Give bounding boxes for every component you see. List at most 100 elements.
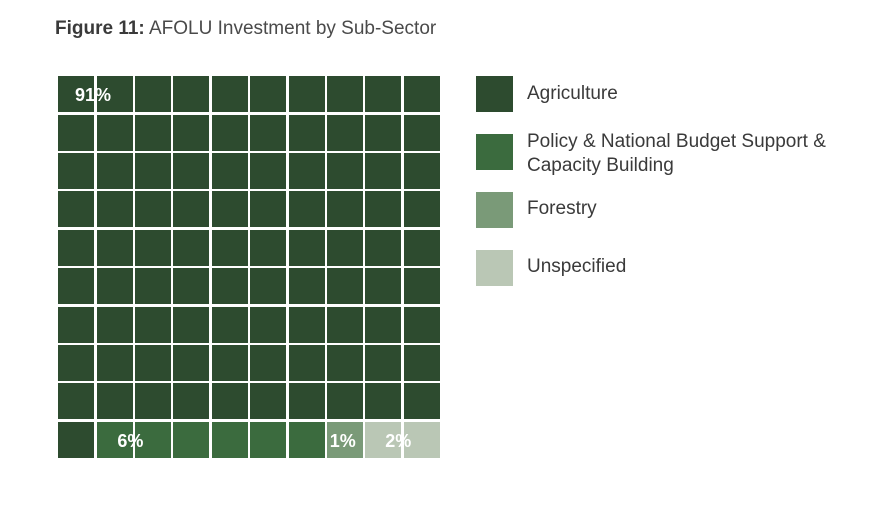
waffle-cell-agriculture bbox=[403, 153, 440, 189]
waffle-cell-agriculture bbox=[327, 76, 363, 113]
waffle-cell-agriculture bbox=[403, 268, 440, 305]
waffle-cell-agriculture bbox=[58, 383, 95, 420]
waffle-cell-agriculture bbox=[403, 114, 440, 151]
waffle-cell-agriculture bbox=[96, 191, 133, 228]
waffle-chart: 91% 6% 1% 2% bbox=[57, 75, 441, 459]
waffle-cell-agriculture bbox=[58, 76, 95, 113]
waffle-cell-agriculture bbox=[173, 268, 210, 305]
waffle-cell-agriculture bbox=[250, 268, 287, 305]
waffle-cell-agriculture bbox=[250, 153, 287, 189]
legend-swatch-agriculture bbox=[476, 76, 513, 112]
waffle-label-agriculture: 91% bbox=[75, 85, 112, 105]
waffle-cell-agriculture bbox=[173, 191, 210, 228]
waffle-cell-policy bbox=[135, 421, 171, 458]
waffle-cell-agriculture bbox=[173, 306, 210, 343]
waffle-cell-agriculture bbox=[211, 306, 248, 343]
waffle-cell-agriculture bbox=[288, 76, 325, 113]
legend-swatch-unspecified bbox=[476, 250, 513, 286]
waffle-cell-agriculture bbox=[58, 229, 95, 266]
waffle-cell-agriculture bbox=[96, 153, 133, 189]
waffle-cell-policy bbox=[211, 421, 248, 458]
waffle-cell-agriculture bbox=[327, 345, 363, 381]
waffle-cell-agriculture bbox=[96, 268, 133, 305]
waffle-cell-agriculture bbox=[58, 191, 95, 228]
waffle-cell-agriculture bbox=[135, 268, 171, 305]
waffle-cell-agriculture bbox=[173, 383, 210, 420]
waffle-label-forestry: 1% bbox=[329, 430, 356, 451]
waffle-cell-agriculture bbox=[135, 306, 171, 343]
waffle-cell-agriculture bbox=[327, 229, 363, 266]
waffle-cell-agriculture bbox=[96, 345, 133, 381]
waffle-cell-agriculture bbox=[250, 114, 287, 151]
waffle-cell-agriculture bbox=[135, 114, 171, 151]
waffle-cell-agriculture bbox=[288, 383, 325, 420]
waffle-cell-agriculture bbox=[365, 153, 402, 189]
legend-label-policy: Policy & National Budget Support & Capac… bbox=[527, 131, 826, 176]
waffle-cell-agriculture bbox=[135, 76, 171, 113]
waffle-cell-policy bbox=[96, 421, 133, 458]
legend-label-forestry: Forestry bbox=[527, 198, 597, 219]
waffle-cell-agriculture bbox=[135, 153, 171, 189]
waffle-cell-agriculture bbox=[173, 153, 210, 189]
legend-swatch-forestry bbox=[476, 192, 513, 228]
waffle-cell-agriculture bbox=[288, 114, 325, 151]
waffle-cell-agriculture bbox=[211, 153, 248, 189]
waffle-cell-agriculture bbox=[365, 76, 402, 113]
waffle-cell-agriculture bbox=[58, 153, 95, 189]
waffle-cell-agriculture bbox=[96, 229, 133, 266]
waffle-cell-policy bbox=[173, 421, 210, 458]
waffle-cell-agriculture bbox=[250, 229, 287, 266]
waffle-cell-policy bbox=[288, 421, 325, 458]
waffle-cell-agriculture bbox=[288, 191, 325, 228]
waffle-label-unspecified: 2% bbox=[385, 430, 412, 451]
waffle-cell-agriculture bbox=[58, 345, 95, 381]
waffle-cell-agriculture bbox=[403, 229, 440, 266]
figure-title-text: AFOLU Investment by Sub-Sector bbox=[148, 18, 437, 39]
waffle-cell-agriculture bbox=[58, 306, 95, 343]
waffle-cell-agriculture bbox=[403, 191, 440, 228]
waffle-cell-agriculture bbox=[365, 306, 402, 343]
waffle-label-policy: 6% bbox=[117, 430, 144, 451]
waffle-cell-agriculture bbox=[327, 114, 363, 151]
waffle-cell-agriculture bbox=[173, 76, 210, 113]
waffle-cell-agriculture bbox=[211, 345, 248, 381]
waffle-cell-agriculture bbox=[403, 383, 440, 420]
legend-swatch-policy bbox=[476, 134, 513, 170]
waffle-cell-agriculture bbox=[327, 306, 363, 343]
waffle-cell-agriculture bbox=[58, 268, 95, 305]
waffle-cell-agriculture bbox=[365, 383, 402, 420]
waffle-cell-agriculture bbox=[135, 191, 171, 228]
waffle-cell-agriculture bbox=[135, 345, 171, 381]
waffle-cell-agriculture bbox=[135, 383, 171, 420]
waffle-cell-agriculture bbox=[250, 306, 287, 343]
waffle-cell-agriculture bbox=[250, 191, 287, 228]
waffle-cell-agriculture bbox=[250, 383, 287, 420]
waffle-cell-agriculture bbox=[96, 76, 133, 113]
waffle-cell-agriculture bbox=[173, 114, 210, 151]
waffle-cell-agriculture bbox=[288, 345, 325, 381]
waffle-cell-agriculture bbox=[58, 114, 95, 151]
waffle-cell-unspecified bbox=[403, 421, 440, 458]
waffle-cell-agriculture bbox=[288, 229, 325, 266]
waffle-cell-agriculture bbox=[403, 345, 440, 381]
waffle-cell-policy bbox=[250, 421, 287, 458]
waffle-cell-agriculture bbox=[288, 268, 325, 305]
waffle-cell-agriculture bbox=[365, 268, 402, 305]
waffle-cell-agriculture bbox=[288, 306, 325, 343]
waffle-cell-agriculture bbox=[365, 191, 402, 228]
waffle-cell-agriculture bbox=[327, 191, 363, 228]
figure-title: Figure 11: AFOLU Investment by Sub-Secto… bbox=[55, 18, 436, 40]
legend-label-agriculture: Agriculture bbox=[527, 83, 618, 104]
waffle-cell-agriculture bbox=[250, 76, 287, 113]
waffle-cell-agriculture bbox=[327, 268, 363, 305]
waffle-cell-agriculture bbox=[211, 76, 248, 113]
waffle-cell-agriculture bbox=[250, 345, 287, 381]
waffle-cell-agriculture bbox=[135, 229, 171, 266]
figure-number: Figure 11: bbox=[55, 18, 145, 39]
waffle-cell-agriculture bbox=[288, 153, 325, 189]
waffle-cell-agriculture bbox=[58, 421, 95, 458]
waffle-cell-agriculture bbox=[211, 191, 248, 228]
waffle-cell-agriculture bbox=[365, 345, 402, 381]
waffle-cell-agriculture bbox=[365, 114, 402, 151]
waffle-cell-agriculture bbox=[211, 114, 248, 151]
